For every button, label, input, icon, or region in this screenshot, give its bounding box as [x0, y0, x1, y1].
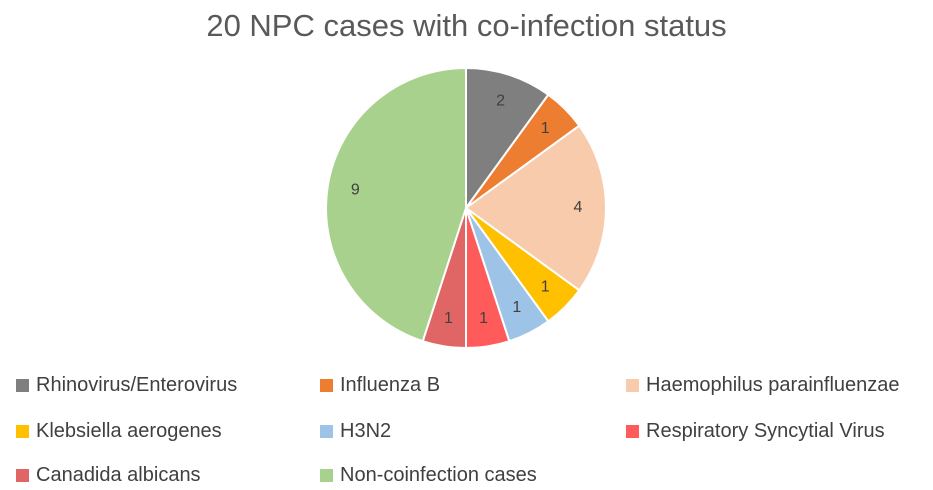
legend-label: Rhinovirus/Enterovirus — [36, 374, 238, 396]
data-label: 1 — [541, 120, 550, 137]
legend-item: H3N2 — [320, 420, 391, 443]
legend-label: Canadida albicans — [36, 464, 201, 486]
data-label: 9 — [351, 182, 360, 199]
legend-swatch — [626, 425, 639, 438]
pie-slice — [465, 66, 550, 212]
data-label: 1 — [512, 299, 521, 316]
legend-swatch — [16, 425, 29, 438]
legend-label: Klebsiella aerogenes — [36, 420, 222, 442]
pie-slice — [464, 124, 607, 292]
chart-title: 20 NPC cases with co-infection status — [206, 8, 727, 43]
legend-item: Canadida albicans — [16, 464, 201, 487]
legend-label: Respiratory Syncytial Virus — [646, 420, 885, 442]
pie-slice — [325, 66, 467, 343]
legend-label: Haemophilus parainfluenzae — [646, 374, 900, 396]
legend-item: Non-coinfection cases — [320, 464, 537, 487]
legend-swatch — [16, 379, 29, 392]
legend-swatch — [16, 469, 29, 482]
data-label: 1 — [444, 310, 453, 327]
legend-item: Rhinovirus/Enterovirus — [16, 374, 237, 397]
legend-item: Influenza B — [320, 374, 440, 397]
data-label: 2 — [496, 93, 505, 110]
legend-swatch — [626, 379, 639, 392]
legend-swatch — [320, 469, 333, 482]
data-label: 1 — [479, 310, 488, 327]
legend-item: Klebsiella aerogenes — [16, 420, 222, 443]
legend-label: H3N2 — [340, 420, 392, 442]
data-label: 4 — [574, 199, 583, 216]
legend-swatch — [320, 379, 333, 392]
legend-item: Haemophilus parainfluenzae — [626, 374, 900, 397]
pie-chart: 2 1 4 1 1 1 1 9 — [325, 66, 607, 350]
data-label: 1 — [541, 278, 550, 295]
legend-label: Influenza B — [340, 374, 441, 396]
legend-item: Respiratory Syncytial Virus — [626, 420, 885, 443]
legend-swatch — [320, 425, 333, 438]
legend-label: Non-coinfection cases — [340, 464, 537, 486]
